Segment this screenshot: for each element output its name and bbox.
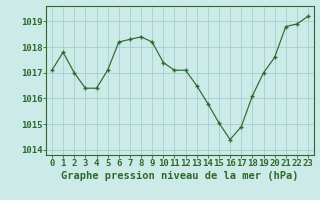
X-axis label: Graphe pression niveau de la mer (hPa): Graphe pression niveau de la mer (hPa) [61,171,299,181]
